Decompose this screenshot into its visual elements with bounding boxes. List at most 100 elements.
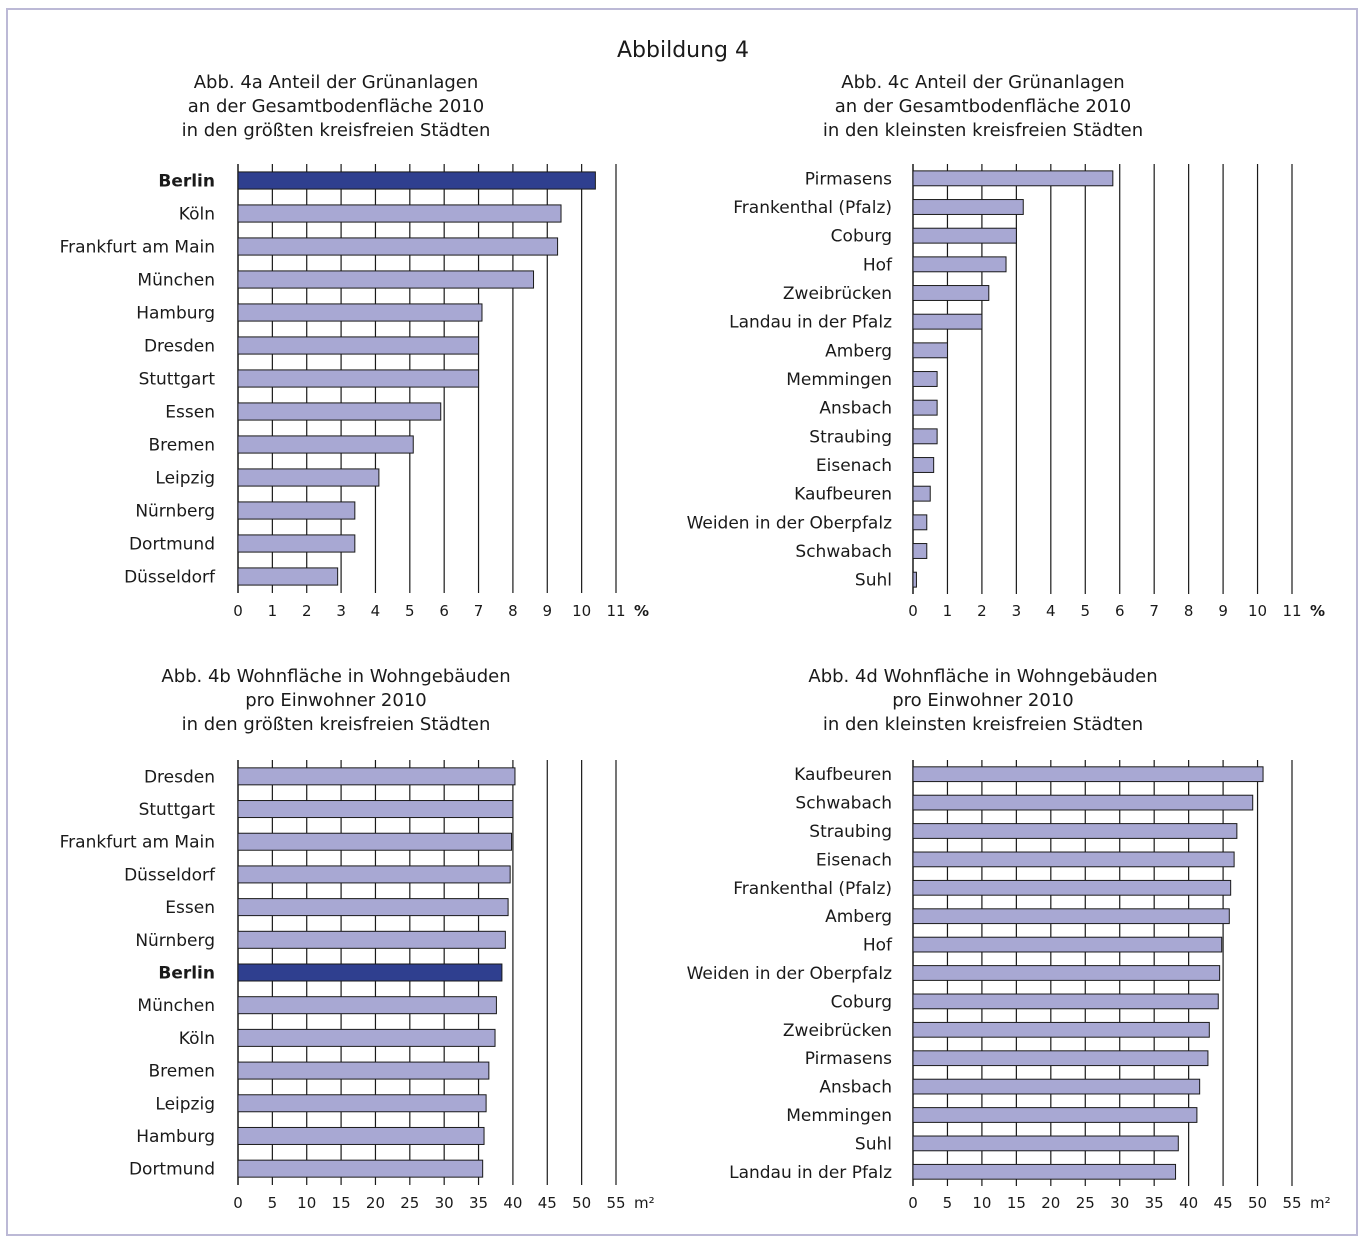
chart-4d-title-line-3: in den kleinsten kreisfreien Städten [823,714,1143,735]
chart-4d-category-label: Amberg [825,907,892,927]
chart-4c-title-line-1: Abb. 4c Anteil der Grünanlagen [841,72,1124,93]
chart-4c-unit-label: % [1310,602,1325,620]
chart-4c-tick-label: 10 [1248,602,1267,620]
chart-4a-category-label: Leipzig [155,469,215,489]
chart-4b-category-label: Hamburg [136,1127,215,1147]
chart-4d-category-label: Landau in der Pfalz [729,1163,892,1183]
chart-4c-category-label: Schwabach [795,542,892,562]
chart-4b-bar [237,963,503,982]
chart-4d-category-label: Pirmasens [805,1049,892,1069]
chart-4d-category-label: Kaufbeuren [794,765,892,785]
chart-4d-bar [912,823,1238,839]
chart-4b-tick-label: 25 [400,1194,419,1212]
chart-4a-bar [237,501,356,520]
chart-4a-tick-label: 5 [405,602,415,620]
chart-4a-tick-label: 2 [302,602,312,620]
chart-4d-category-label: Zweibrücken [783,1021,892,1041]
chart-4c-category-label: Hof [863,255,893,275]
chart-4d-tick-label: 20 [1041,1194,1060,1212]
chart-4b-bar [237,898,509,917]
chart-4b-category-label: Leipzig [155,1094,215,1114]
chart-4c-bar [912,571,917,588]
chart-4a-bar [237,204,562,223]
chart-4d-bar [912,1163,1177,1180]
chart-4c-category-label: Eisenach [816,456,892,476]
chart-4d-category-label: Hof [863,936,893,956]
chart-4a-bar [237,336,480,355]
chart-4d-bar [912,1078,1201,1095]
chart-4a-bar [237,435,414,454]
chart-4d-tick-label: 0 [908,1194,918,1212]
chart-4a-bar [237,369,480,388]
chart-4d-title-line-1: Abb. 4d Wohnfläche in Wohngebäuden [808,666,1157,687]
chart-4c-category-label: Memmingen [786,370,892,390]
chart-4d-tick-label: 55 [1282,1194,1301,1212]
chart-4c-category-label: Zweibrücken [783,284,892,304]
chart-4c-bar [912,428,938,445]
chart-4d-bar [912,936,1223,953]
chart-4a-category-label: Köln [179,205,215,225]
chart-4b-bar [237,1028,496,1047]
chart-4d-category-label: Straubing [809,822,892,842]
chart-4b-bar [237,1094,487,1113]
chart-4b-bar [237,767,516,786]
chart-4c-tick-label: 6 [1115,602,1125,620]
chart-4b-category-label: Stuttgart [139,800,216,820]
chart-4d-category-label: Weiden in der Oberpfalz [687,964,893,984]
chart-4b-bar [237,1061,490,1080]
chart-4c-category-label: Weiden in der Oberpfalz [687,513,893,533]
chart-4b-title-line-3: in den größten kreisfreien Städten [182,714,491,735]
chart-4a-tick-label: 3 [336,602,346,620]
chart-4c-tick-label: 2 [977,602,987,620]
chart-4b-bar [237,930,506,949]
chart-4b-bar [237,800,514,819]
main-title: Abbildung 4 [617,38,749,63]
chart-4c-bar [912,256,1007,273]
chart-4d-bar [912,794,1254,811]
chart-4c-category-label: Frankenthal (Pfalz) [733,198,892,218]
chart-4d-bar [912,851,1235,868]
chart-4d-tick-label: 15 [1007,1194,1026,1212]
chart-4a-category-label: München [137,271,215,291]
chart-4d-tick-label: 10 [972,1194,991,1212]
chart-4a-category-label: Essen [165,403,215,423]
chart-4a-bar [237,468,380,487]
chart-4a-tick-label: 7 [474,602,484,620]
chart-4b-title-line-1: Abb. 4b Wohnfläche in Wohngebäuden [161,666,510,687]
chart-4a-bar [237,171,596,190]
chart-4c-tick-label: 9 [1218,602,1228,620]
chart-4a-bar [237,270,535,289]
chart-4c-category-label: Kaufbeuren [794,485,892,505]
chart-4c-bar [912,485,931,502]
chart-4b-tick-label: 10 [297,1194,316,1212]
chart-4d-category-label: Frankenthal (Pfalz) [733,879,892,899]
chart-4c-tick-label: 4 [1046,602,1056,620]
chart-4c-category-label: Coburg [831,227,892,247]
chart-4b-category-label: Dortmund [129,1160,215,1180]
chart-4a-bar [237,534,356,553]
chart-4b-unit-label: m² [634,1194,655,1212]
chart-4a-tick-label: 0 [233,602,243,620]
chart-4b-tick-label: 55 [606,1194,625,1212]
chart-4d-category-label: Suhl [855,1134,892,1154]
chart-4d-bar [912,1021,1210,1038]
chart-4b-bar [237,1159,484,1178]
chart-4d-category-label: Ansbach [819,1078,892,1098]
chart-4d-bar [912,1050,1209,1067]
chart-4b-category-label: Dresden [144,767,215,787]
chart-4b-category-label: Düsseldorf [124,865,216,885]
chart-4a-unit-label: % [634,602,649,620]
chart-4d-bar [912,993,1219,1010]
chart-4a-bar [237,303,483,322]
chart-4d-tick-label: 25 [1076,1194,1095,1212]
chart-4b-bar [237,865,511,884]
chart-4b-tick-label: 40 [503,1194,522,1212]
chart-4a-title-line-1: Abb. 4a Anteil der Grünanlagen [194,72,479,93]
figure-frame [6,8,1358,1236]
chart-4b-category-label: Nürnberg [135,931,215,951]
chart-4c-category-label: Suhl [855,571,892,591]
chart-4d-category-label: Eisenach [816,850,892,870]
chart-4d-category-label: Schwabach [795,794,892,814]
chart-4b-bar [237,996,497,1015]
